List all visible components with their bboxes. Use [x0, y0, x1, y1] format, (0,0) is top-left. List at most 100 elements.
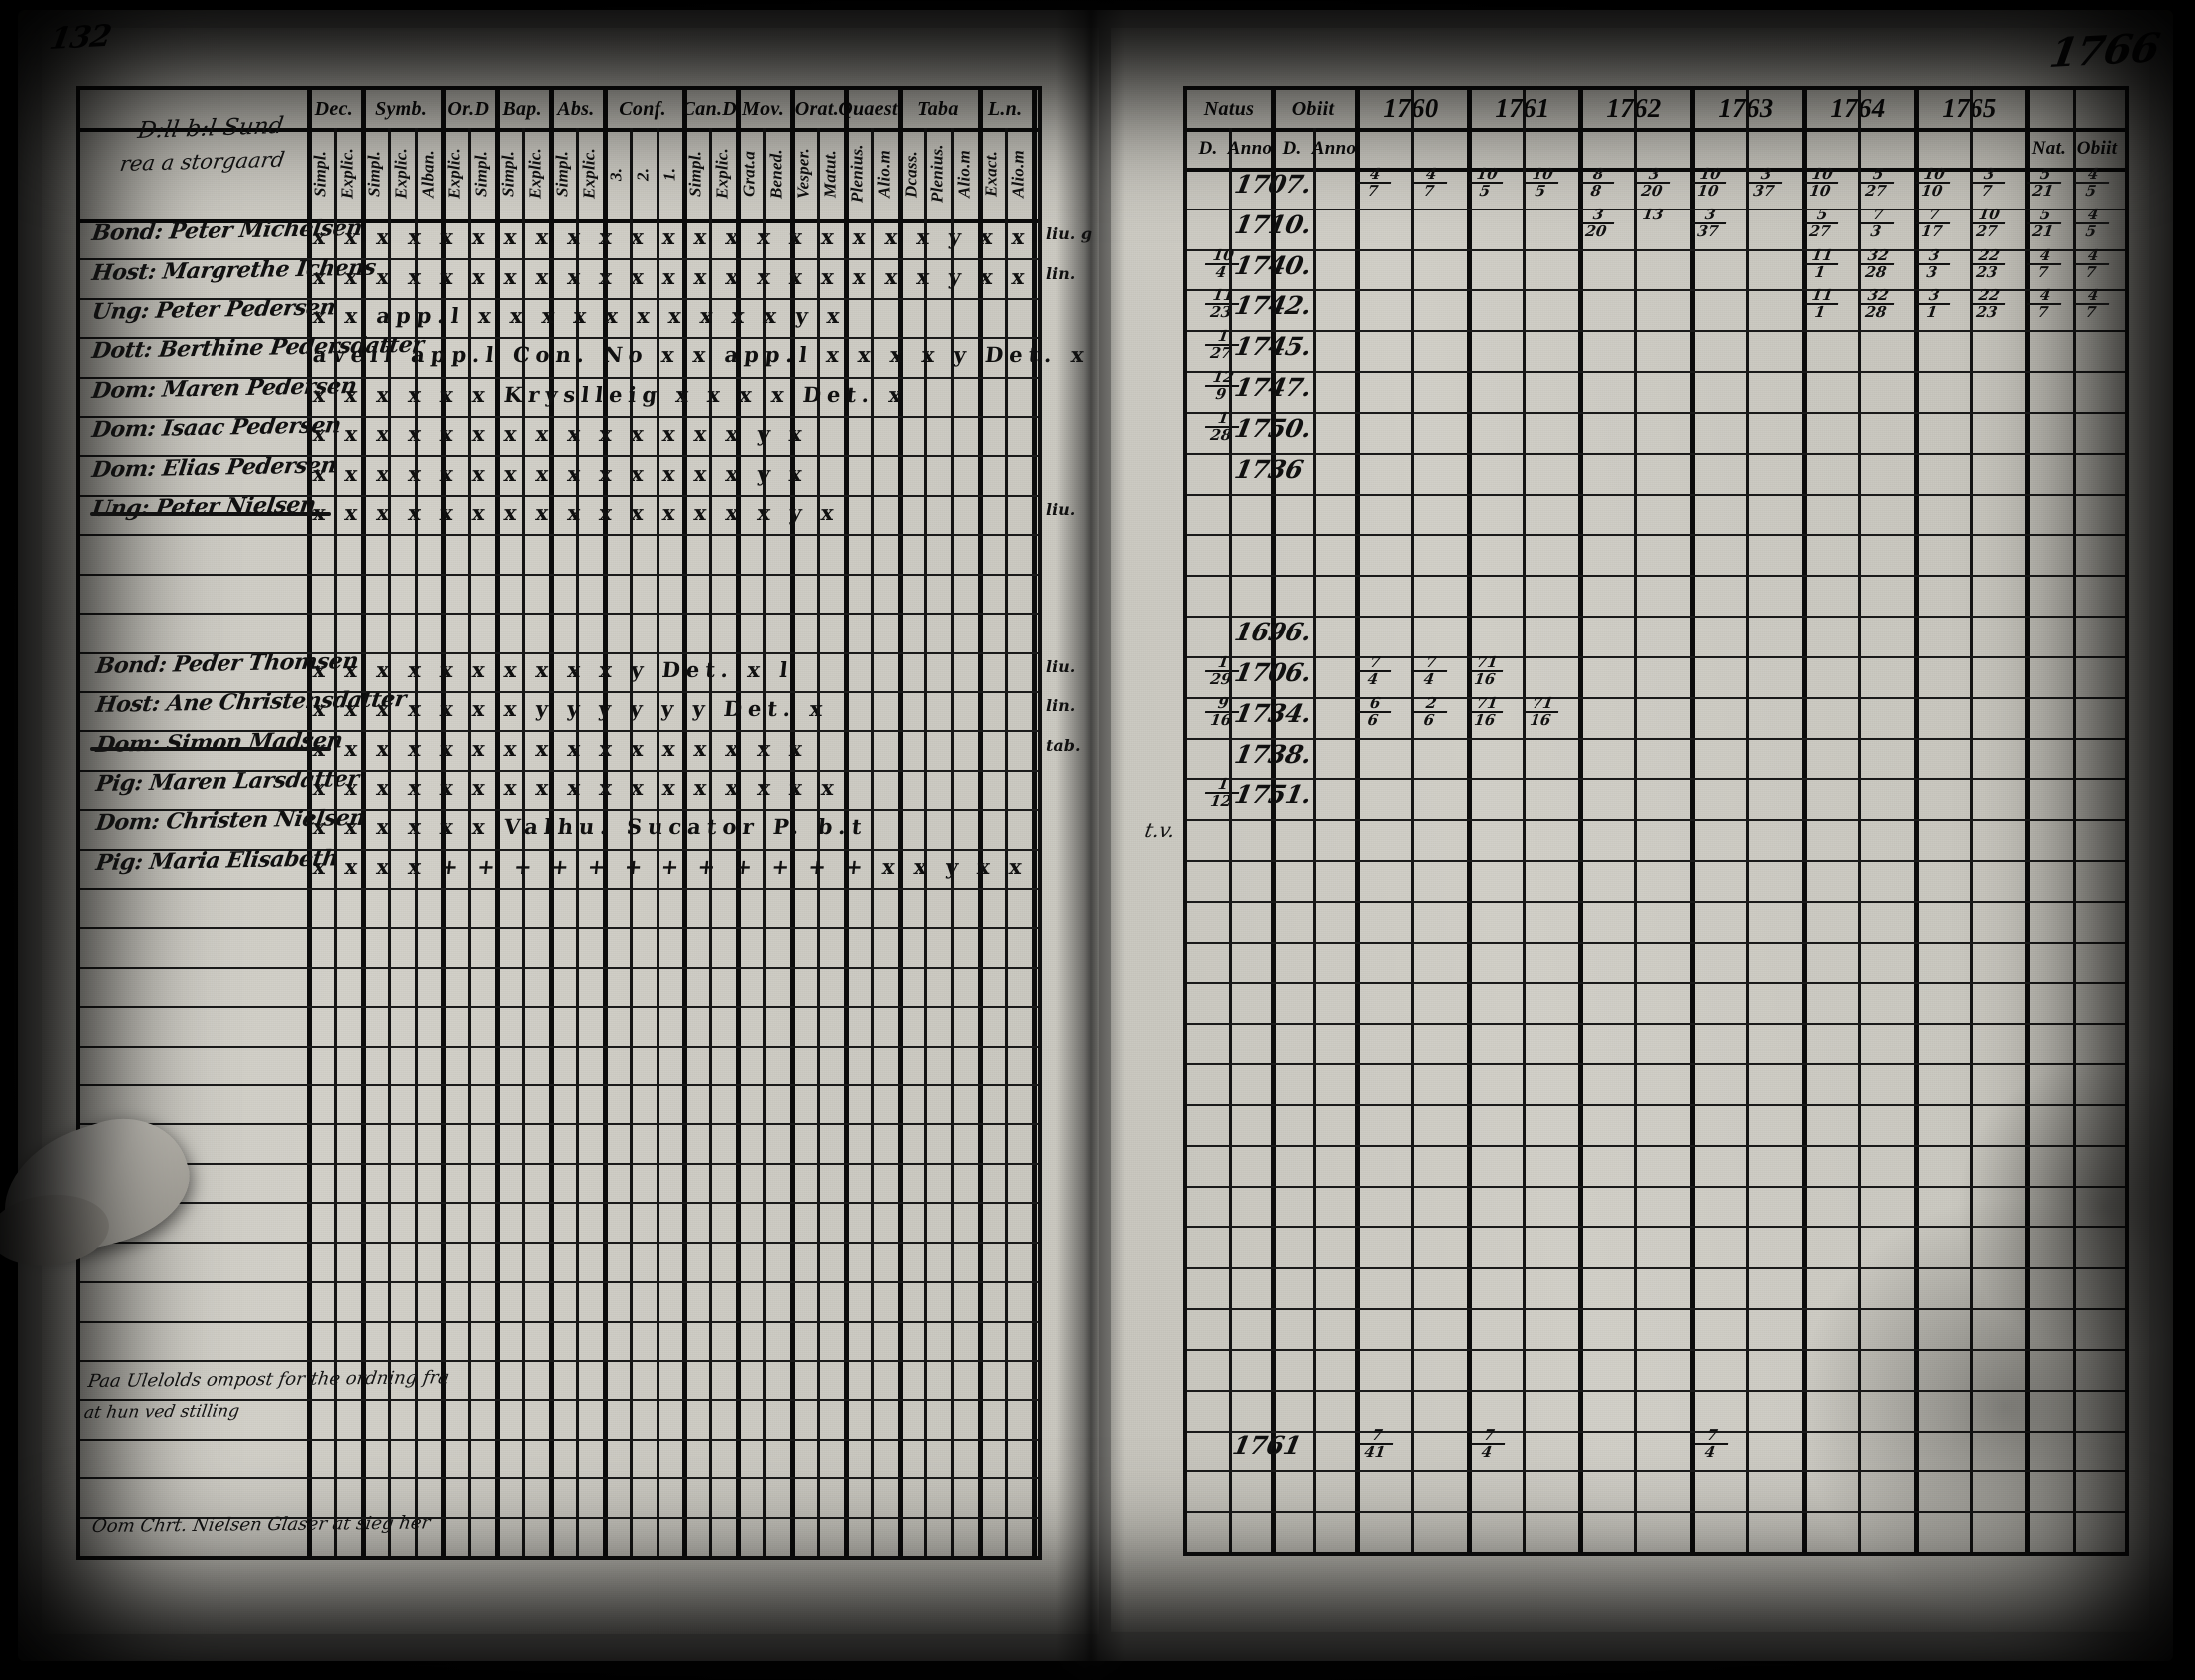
natus-year-1: 1710.: [1232, 210, 1314, 239]
mark-y1764-2-1: 32 28: [1857, 246, 1896, 280]
row-rule-25: [80, 1202, 1038, 1205]
right-header-divider-1: [1187, 128, 2125, 132]
subcolumn-divider-11-1: [1005, 128, 1009, 1556]
right-column-subheader-nat-8-0: Nat.: [2031, 137, 2067, 159]
subcolumn-divider-9-1: [870, 128, 874, 1556]
right-row-rule-11: [1187, 616, 2125, 619]
mark-y1761-10-0: 71 16: [1466, 694, 1505, 729]
row-name-7: Ung: Peter Nielsen: [90, 491, 318, 523]
mark-y1765-1-1: 10 27: [1969, 206, 2007, 240]
dark-corner-smudge: [1796, 1197, 2195, 1616]
group-divider-9: [897, 90, 903, 1556]
right-row-rule-30: [1187, 1389, 2125, 1392]
right-column-subheader-obiit-8-1: Obiit: [2076, 137, 2118, 159]
group-divider-1: [441, 90, 447, 1556]
mark-y1765-1-0: 7 17: [1913, 206, 1952, 240]
subcolumn-divider-5-1: [629, 128, 633, 1556]
subcolumn-divider-1-2: [414, 128, 418, 1556]
row-rule-30: [80, 1399, 1038, 1402]
natus-year-10: 1734.: [1232, 698, 1314, 728]
mark-y1762-1-1: 13: [1641, 205, 1665, 223]
right-row-rule-15: [1187, 778, 2125, 781]
mark-y1761-10-1: 71 16: [1522, 694, 1560, 729]
row-marks-0: x x x x x x x x x x x x x x x x x x x x …: [311, 224, 1032, 250]
right-row-rule-28: [1187, 1308, 2125, 1311]
column-group-header-orat: Orat.: [794, 98, 840, 120]
right-column-subheader-d-0-0: D.: [1198, 137, 1218, 159]
row-rule-6: [80, 455, 1038, 458]
row-rule-8: [80, 534, 1038, 537]
group-divider-10: [978, 90, 984, 1556]
column-group-header-ln: L.n.: [987, 98, 1023, 120]
right-subcolumn-divider-1: [1313, 128, 1316, 1552]
right-row-rule-17: [1187, 860, 2125, 862]
row-marks-3: avell app.l Con. No x x app.l x x x x y …: [311, 342, 1091, 368]
natus-year-0: 1707.: [1232, 170, 1314, 199]
group-divider-8: [843, 90, 849, 1556]
row-note-7: liu.: [1046, 500, 1076, 520]
group-divider-5: [682, 90, 688, 1556]
right-row-rule-24: [1187, 1144, 2125, 1147]
row-note-8: liu.: [1046, 656, 1076, 676]
row-rule-10: [80, 613, 1038, 616]
row-name-5: Dom: Isaac Pedersen: [90, 412, 343, 444]
row-rule-29: [80, 1359, 1038, 1362]
mark-y1763-1-0: 3 37: [1689, 206, 1728, 240]
row-name-6: Dom: Elias Pedersen: [90, 451, 338, 483]
column-group-header-cand: Can.D: [681, 98, 738, 120]
row-rule-17: [80, 888, 1038, 890]
mark-y1764-3-0: 11 1: [1801, 286, 1840, 321]
row-note-1: lin.: [1046, 263, 1076, 283]
row-strikethrough-7: [90, 511, 331, 516]
bottom-mark-y1760-0: 7 41: [1356, 1426, 1395, 1460]
right-row-rule-26: [1187, 1226, 2125, 1229]
group-divider-3: [549, 90, 554, 1556]
subcolumn-divider-5-2: [656, 128, 659, 1556]
right-column-group-header-1761: 1761: [1467, 91, 1578, 126]
right-row-rule-32: [1187, 1470, 2125, 1473]
subcolumn-divider-7-1: [763, 128, 767, 1556]
natus-year-6: 1750.: [1232, 413, 1314, 443]
row-rule-32: [80, 1477, 1038, 1480]
right-row-rule-4: [1187, 330, 2125, 333]
right-row-rule-1: [1187, 208, 2125, 210]
right-row-rule-12: [1187, 655, 2125, 658]
right-row-rule-23: [1187, 1103, 2125, 1106]
row-rule-5: [80, 416, 1038, 419]
row-strikethrough-10: [90, 747, 331, 752]
column-group-header-conf: Conf.: [619, 98, 666, 120]
subcolumn-divider-2-1: [468, 128, 472, 1556]
subcolumn-divider-0-1: [333, 128, 337, 1556]
right-row-rule-33: [1187, 1511, 2125, 1514]
right-row-rule-19: [1187, 941, 2125, 944]
right-column-subheader-anno-0-1: Anno: [1227, 137, 1273, 159]
row-marks-6: x x x x x x x x x x x x x x y x: [311, 460, 809, 486]
row-marks-12: x x x x x x Valhu. Sucator P. b.t: [311, 814, 869, 840]
right-column-group-header-1763: 1763: [1690, 91, 1802, 126]
natus-year-2: 1740.: [1232, 250, 1314, 280]
mark-y1763-0-1: 3 37: [1745, 165, 1784, 200]
row-marks-2: x x app.l x x x x x x x x x x y x: [311, 302, 847, 328]
row-rule-2: [80, 297, 1038, 300]
row-rule-14: [80, 769, 1038, 772]
natus-year-5: 1747.: [1232, 373, 1314, 403]
right-column-group-header-Obiit: Obiit: [1291, 97, 1335, 120]
row-marks-4: x x x x x x Kryslleig x x x x Det. x: [311, 381, 909, 407]
right-column-group-header-1765: 1765: [1914, 91, 2025, 126]
right-row-rule-9: [1187, 534, 2125, 537]
row-marks-9: x x x x x x x y y y y y y Det. x: [311, 696, 830, 722]
natus-year-8: 1696.: [1232, 618, 1314, 647]
subcolumn-divider-1-1: [387, 128, 391, 1556]
right-row-rule-7: [1187, 452, 2125, 455]
natus-year-9: 1706.: [1232, 657, 1314, 687]
